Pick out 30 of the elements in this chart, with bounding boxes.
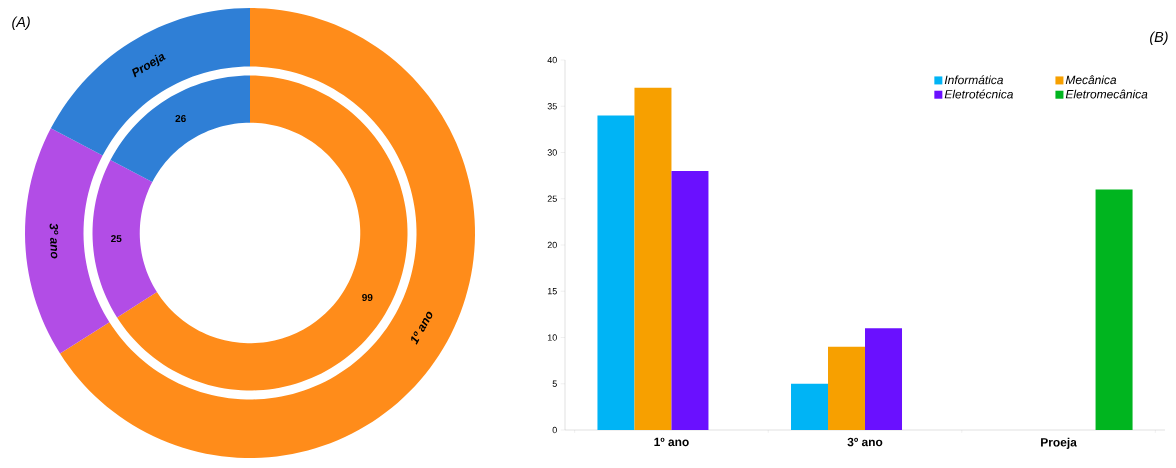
text: (A) — [12, 16, 30, 30]
y-tick-label: 25 — [547, 195, 557, 202]
data-label: 26 — [175, 114, 186, 123]
legend-label: Informática — [944, 75, 1004, 85]
bar — [865, 328, 903, 430]
y-tick-label: 35 — [547, 103, 557, 110]
data-label: 25 — [111, 235, 122, 243]
slice-label: 3º ano — [49, 223, 59, 259]
y-tick-label: 5 — [552, 380, 557, 387]
legend-label: Mecânica — [1065, 75, 1117, 85]
y-tick-label: 10 — [547, 334, 557, 341]
legend-label: Eletromecânica — [1065, 89, 1148, 99]
y-tick-label: 30 — [547, 149, 557, 156]
bar — [634, 87, 672, 430]
bar — [597, 115, 635, 430]
x-tick-label: Proeja — [1041, 437, 1077, 449]
y-tick-label: 15 — [547, 288, 557, 295]
bar — [791, 383, 829, 430]
y-tick-label: 40 — [547, 56, 557, 64]
data-label: 99 — [362, 293, 373, 302]
x-tick-label: 1º ano — [654, 437, 689, 447]
x-tick-label: 3º ano — [847, 437, 883, 447]
legend-label: Eletrotécnica — [944, 89, 1014, 99]
bar — [828, 346, 866, 430]
bar — [1095, 189, 1133, 430]
y-tick-label: 20 — [547, 241, 557, 249]
chart-title: (B) — [1150, 31, 1168, 45]
y-tick-label: 0 — [552, 426, 557, 434]
slice-label: 1º ano — [411, 311, 433, 345]
bar — [671, 171, 709, 430]
